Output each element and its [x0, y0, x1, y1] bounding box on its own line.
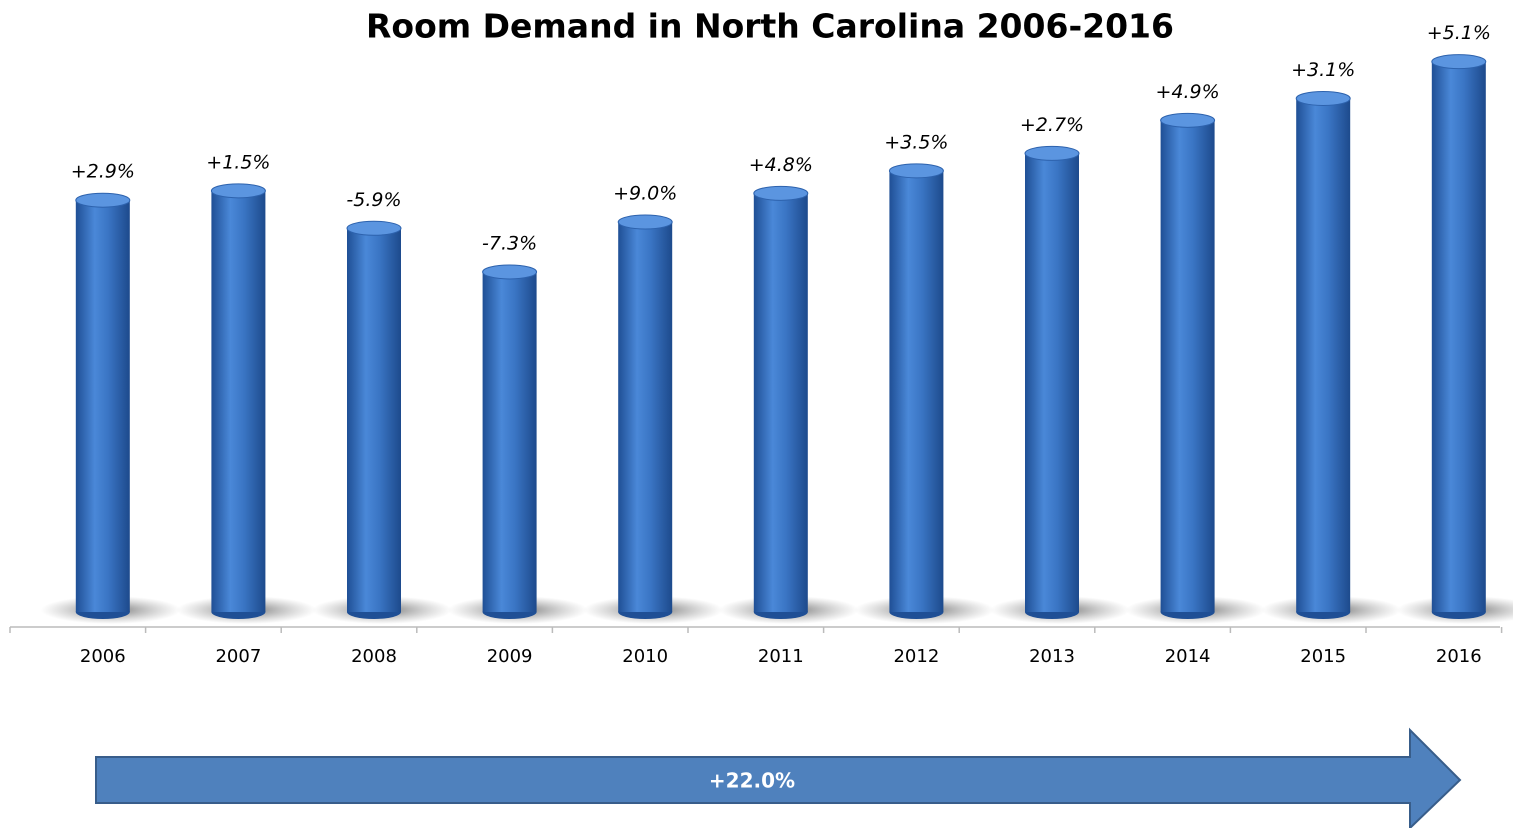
bar-top [1295, 90, 1351, 106]
bar [889, 170, 944, 613]
change-label: -7.3% [482, 232, 537, 254]
change-label: +3.5% [884, 131, 948, 153]
x-tick-label: 2008 [351, 646, 397, 667]
bar-top [1431, 54, 1487, 70]
bar [1431, 61, 1486, 612]
bar-top [346, 220, 402, 236]
bar-top [753, 185, 809, 201]
total-change-label: +22.0% [709, 769, 795, 793]
x-tick-label: 2014 [1165, 646, 1211, 667]
x-tick-label: 2016 [1436, 646, 1482, 667]
x-tick-label: 2010 [622, 646, 668, 667]
bar [1025, 153, 1079, 612]
bar [482, 271, 537, 612]
change-label: -5.9% [346, 189, 401, 211]
bar-top [75, 192, 131, 208]
bar-top [888, 163, 944, 179]
bar-top [210, 183, 266, 199]
x-tick-label: 2009 [487, 646, 533, 667]
bar [618, 222, 673, 612]
bar [347, 228, 401, 612]
x-tick-label: 2012 [893, 646, 939, 667]
change-label: +3.1% [1291, 59, 1355, 81]
total-arrow [95, 727, 1462, 828]
x-tick-label: 2007 [215, 646, 261, 667]
x-tick-label: 2013 [1029, 646, 1075, 667]
change-label: +2.9% [71, 161, 135, 183]
bar-top [1024, 145, 1080, 161]
bar [75, 200, 130, 612]
change-label: +4.8% [749, 154, 813, 176]
x-tick-label: 2015 [1300, 646, 1346, 667]
x-tick-label: 2011 [758, 646, 804, 667]
change-label: +9.0% [613, 183, 677, 205]
bar [1160, 120, 1215, 612]
change-label: +2.7% [1020, 114, 1084, 136]
chart-title: Room Demand in North Carolina 2006-2016 [366, 7, 1174, 46]
bar [1296, 98, 1351, 612]
bar-top [1160, 112, 1216, 128]
change-label: +4.9% [1155, 81, 1219, 103]
bar-top [617, 214, 673, 230]
bar [211, 190, 266, 612]
bar-top [482, 264, 538, 280]
change-label: +5.1% [1427, 22, 1491, 44]
bar [753, 193, 808, 612]
change-label: +1.5% [206, 151, 270, 173]
x-tick-label: 2006 [80, 646, 126, 667]
